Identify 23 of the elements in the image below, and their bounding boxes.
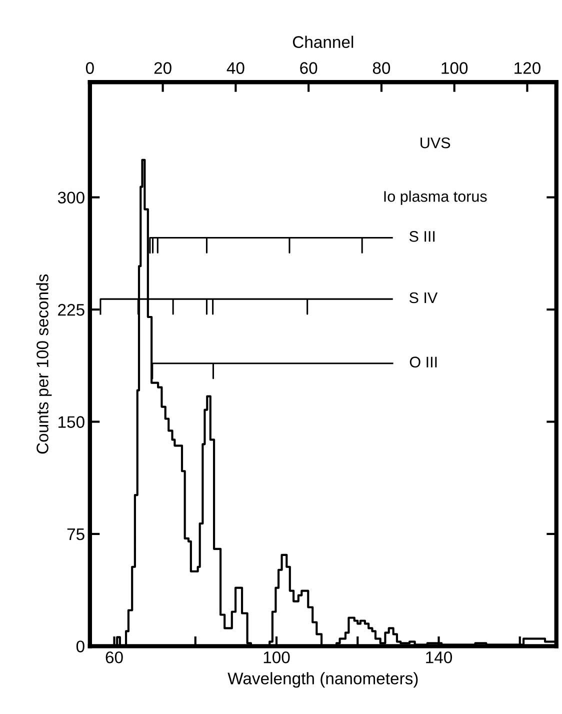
series-label: O III <box>410 356 437 368</box>
annotation: UVS <box>420 137 450 148</box>
x-axis-title: Wavelength (nanometers) <box>228 672 418 688</box>
y-tick-label: 300 <box>58 192 84 204</box>
x2-tick-label: 40 <box>226 62 244 74</box>
x2-axis-title: Channel <box>292 36 354 48</box>
series-label: S IV <box>409 292 438 304</box>
x-tick-label: 100 <box>264 651 290 664</box>
x2-tick-label: 20 <box>154 62 172 74</box>
x-tick-label: 60 <box>106 651 123 664</box>
x2-tick-label: 80 <box>372 62 390 74</box>
series-label: S III <box>409 230 435 242</box>
x-tick-label: 140 <box>426 651 452 664</box>
y-tick-label: 150 <box>58 416 84 428</box>
y-axis-title: Counts per 100 seconds <box>36 274 52 454</box>
x2-tick-label: 120 <box>514 62 540 74</box>
y-tick-label: 225 <box>58 304 84 316</box>
annotation: Io plasma torus <box>384 190 487 205</box>
x2-tick-label: 0 <box>86 62 94 74</box>
y-tick-label: 0 <box>76 640 84 652</box>
x2-tick-label: 100 <box>442 62 468 74</box>
y-tick-label: 75 <box>67 528 84 540</box>
x2-tick-label: 60 <box>300 62 318 74</box>
